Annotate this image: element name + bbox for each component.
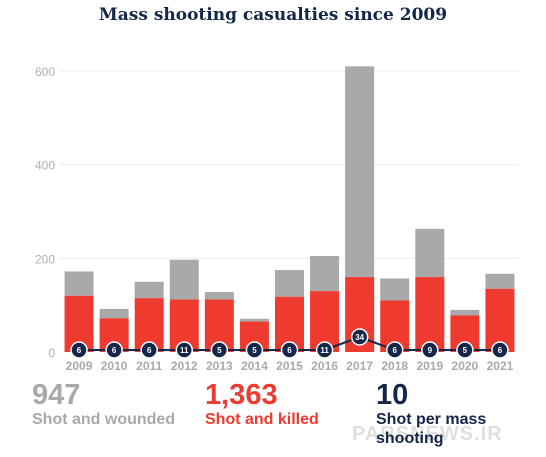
- per-shooting-value-label: 5: [463, 346, 468, 355]
- per-shooting-marker: [175, 341, 194, 359]
- per-shooting-value-label: 6: [77, 346, 82, 355]
- x-tick-label: 2009: [66, 359, 93, 373]
- per-shooting-value-label: 34: [355, 333, 364, 342]
- bar-shot-and-wounded: [134, 281, 164, 299]
- x-tick-label: 2012: [171, 359, 198, 373]
- per-shooting-marker: [456, 341, 474, 359]
- per-shooting-marker: [421, 341, 439, 359]
- per-shooting-value-label: 5: [217, 346, 222, 355]
- x-tick-label: 2018: [381, 359, 408, 373]
- per-shooting-marker: [350, 328, 369, 346]
- gridlines: [60, 70, 518, 259]
- stat-wounded-label: Shot and wounded: [32, 411, 176, 428]
- y-tick-label: 600: [35, 65, 55, 79]
- x-tick-label: 2021: [487, 359, 514, 373]
- watermark: PARSNEWS.IR: [352, 423, 503, 445]
- per-shooting-marker: [140, 341, 158, 359]
- per-shooting-marker: [210, 341, 229, 359]
- per-shooting-value-label: 5: [252, 346, 257, 355]
- per-shooting-value-label: 6: [147, 346, 152, 355]
- per-shooting-marker: [105, 341, 123, 359]
- per-shooting-line: 6 6 6 11 5 5 6 11 34 6 9 5 6: [70, 328, 509, 359]
- bar-shot-and-wounded: [64, 271, 94, 296]
- bar-shot-and-wounded: [204, 292, 234, 300]
- per-shooting-marker: [280, 341, 299, 359]
- bar-shot-and-wounded: [380, 278, 410, 301]
- per-shooting-marker: [70, 341, 88, 359]
- per-shooting-value-label: 6: [287, 346, 292, 355]
- bar-shot-and-wounded: [485, 273, 515, 289]
- bar-shot-and-wounded: [450, 309, 480, 316]
- x-tick-label: 2013: [206, 359, 233, 373]
- per-shooting-marker: [315, 341, 334, 359]
- x-tick-label: 2019: [416, 359, 443, 373]
- x-tick-label: 2020: [452, 359, 479, 373]
- stat-shot-and-killed: 1,363 Shot and killed: [205, 380, 319, 429]
- x-tick-label: 2017: [346, 359, 373, 373]
- stat-killed-label: Shot and killed: [205, 411, 319, 428]
- per-shooting-value-label: 6: [498, 346, 503, 355]
- x-tick-label: 2010: [101, 359, 128, 373]
- stat-wounded-value: 947: [32, 379, 81, 411]
- per-shooting-value-label: 11: [180, 346, 189, 355]
- bar-shot-and-wounded: [345, 66, 375, 278]
- bar-shot-and-wounded: [99, 308, 129, 319]
- per-shooting-marker: [245, 341, 264, 359]
- x-tick-label: 2011: [136, 359, 162, 373]
- bar-shot-and-wounded: [239, 318, 269, 322]
- x-axis-ticks: 2009 2010 2011 2012 2013 2014 2015 2016 2017 2018…: [66, 359, 514, 373]
- stat-killed-value: 1,363: [205, 379, 278, 411]
- bar-shot-and-wounded: [275, 270, 304, 297]
- y-tick-label: 0: [48, 346, 55, 360]
- per-shooting-marker: [491, 341, 509, 359]
- stat-per-value: 10: [376, 379, 409, 411]
- bar-shot-and-killed: [415, 277, 445, 352]
- x-tick-label: 2014: [241, 359, 268, 373]
- stat-per-label: Shot per mass shooting: [376, 411, 487, 447]
- y-tick-label: 200: [35, 252, 55, 266]
- per-shooting-value-label: 6: [393, 346, 398, 355]
- y-axis-ticks: 0 200 400 600: [35, 65, 55, 360]
- y-tick-label: 400: [35, 159, 55, 173]
- x-tick-label: 2015: [276, 359, 303, 373]
- per-shooting-value-label: 6: [112, 346, 117, 355]
- bar-shot-and-wounded: [169, 259, 199, 300]
- bars: [64, 66, 515, 352]
- per-shooting-value-label: 11: [320, 346, 329, 355]
- per-shooting-value-label: 9: [428, 346, 433, 355]
- bar-shot-and-wounded: [415, 228, 445, 278]
- stat-shot-per-mass-shooting: 10 Shot per mass shooting: [376, 380, 516, 448]
- chart-title: Mass shooting casualties since 2009: [98, 5, 448, 25]
- per-shooting-marker: [385, 341, 404, 359]
- stat-shot-and-wounded: 947 Shot and wounded: [32, 380, 175, 429]
- x-tick-label: 2016: [311, 359, 338, 373]
- bar-shot-and-wounded: [310, 255, 340, 292]
